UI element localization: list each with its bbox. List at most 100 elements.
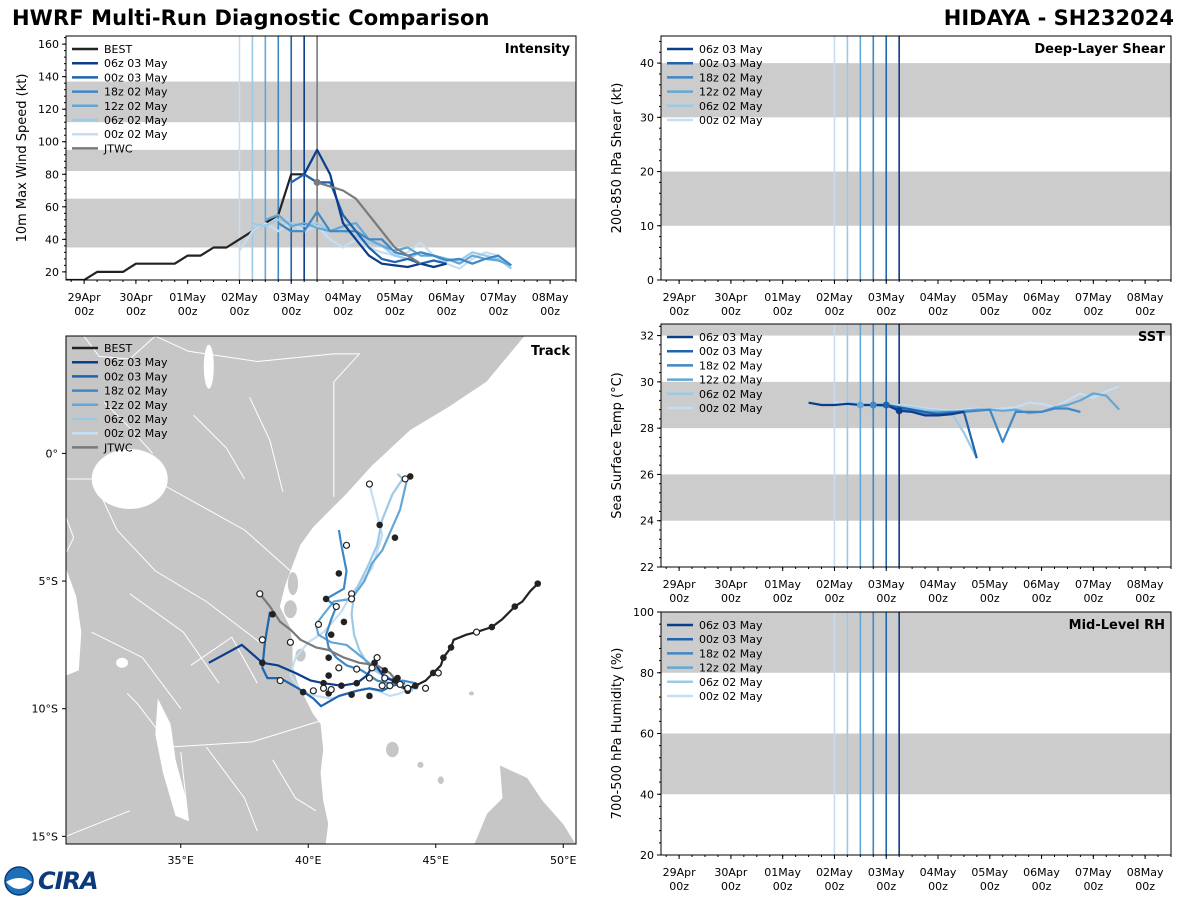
series-line (873, 403, 1081, 444)
track-marker-filled (394, 674, 401, 682)
country-border (83, 336, 156, 360)
x-tick-label: 00z (1032, 305, 1052, 318)
track-marker-open (276, 677, 284, 685)
y-axis-label: 200-850 hPa Shear (kt) (610, 83, 625, 234)
track-marker-filled (391, 534, 399, 541)
legend-entry: 12z 02 May (104, 399, 168, 412)
x-tick-label: 30Apr (714, 291, 748, 304)
legend-entry: 06z 03 May (699, 43, 763, 56)
x-tick-label: 29Apr (68, 291, 102, 304)
x-tick-label: 00z (980, 305, 1000, 318)
country-border (91, 631, 182, 709)
y-tick-label: 140 (38, 71, 59, 84)
x-tick-label: 00z (928, 592, 948, 605)
lon-label: 40°E (295, 854, 321, 867)
x-tick-label: 04May (325, 291, 362, 304)
island (417, 761, 424, 768)
y-tick-label: 60 (45, 201, 59, 214)
x-tick-label: 07May (1075, 866, 1112, 879)
x-tick-label: 02May (816, 578, 853, 591)
track-marker-open (256, 590, 264, 598)
noaa-emblem-icon (4, 866, 34, 896)
track-marker-filled (511, 603, 519, 610)
logo-text: CIRA (38, 867, 99, 895)
x-tick-label: 30Apr (714, 866, 748, 879)
lake-rukwa (116, 657, 129, 668)
track-marker-filled (412, 682, 419, 690)
track-marker-filled (340, 618, 348, 626)
y-tick-label: 80 (45, 168, 59, 181)
plot-frame (65, 35, 577, 281)
x-tick-label: 00z (876, 880, 896, 893)
track-marker-open (381, 674, 389, 682)
figure-title: HWRF Multi-Run Diagnostic Comparison (12, 6, 490, 30)
x-tick-label: 29Apr (663, 578, 697, 591)
series-line (277, 210, 512, 267)
jtwc-track (258, 593, 404, 690)
y-tick-label: 40 (640, 57, 654, 70)
x-tick-label: 00z (669, 305, 689, 318)
lake-turkana (203, 344, 214, 389)
x-tick-label: 02May (816, 866, 853, 879)
track-marker-filled (447, 644, 455, 651)
x-tick-label: 00z (980, 880, 1000, 893)
track-marker-filled (534, 580, 542, 587)
x-tick-label: 00z (333, 305, 353, 318)
cira-logo: CIRA (4, 866, 99, 896)
island (386, 741, 399, 758)
legend-entry: 06z 02 May (104, 413, 168, 426)
legend-entry: 06z 02 May (699, 100, 763, 113)
x-tick-label: 00z (281, 305, 301, 318)
x-tick-label: 03May (868, 578, 905, 591)
x-tick-label: 00z (1083, 305, 1103, 318)
track-marker-open (472, 628, 481, 636)
track-marker-filled (320, 679, 327, 687)
track-marker-open (386, 682, 394, 690)
legend-entry: 00z 02 May (104, 427, 168, 440)
y-tick-label: 40 (640, 788, 654, 801)
y-tick-label: 120 (38, 103, 59, 116)
x-tick-label: 07May (480, 291, 517, 304)
legend-entry: 00z 02 May (699, 114, 763, 127)
x-tick-label: 04May (920, 866, 957, 879)
shaded-band (66, 81, 576, 123)
country-border (66, 810, 130, 837)
legend-entry: 06z 02 May (104, 114, 168, 127)
x-tick-label: 07May (1075, 291, 1112, 304)
y-tick-label: 20 (640, 166, 654, 179)
x-tick-label: 00z (488, 305, 508, 318)
track-marker-open (258, 636, 266, 644)
x-tick-label: 00z (825, 880, 845, 893)
lon-label: 35°E (168, 854, 194, 867)
forecast-track (261, 611, 406, 708)
track-marker-open (373, 654, 381, 662)
shaded-band (661, 733, 1171, 795)
legend-entry: JTWC (103, 142, 133, 155)
country-border (155, 336, 361, 497)
x-tick-label: 02May (816, 291, 853, 304)
panel-shear: 01020304029Apr00z30Apr00z01May00z02May00… (610, 35, 1172, 318)
y-tick-label: 60 (640, 728, 654, 741)
track-marker-open (434, 669, 442, 677)
island (295, 648, 306, 662)
island (468, 691, 475, 696)
legend-entry: 12z 02 May (699, 662, 763, 675)
legend-entry: JTWC (103, 441, 133, 454)
shaded-band (66, 198, 576, 248)
legend-entry: 00z 03 May (104, 71, 168, 84)
country-border (126, 693, 319, 748)
track-marker-filled (259, 659, 266, 667)
track-marker-filled (325, 672, 332, 679)
x-tick-label: 00z (1083, 880, 1103, 893)
track-marker-filled (353, 679, 361, 687)
series-line (264, 213, 512, 267)
x-tick-label: 00z (437, 305, 457, 318)
x-tick-label: 00z (669, 880, 689, 893)
legend-entry: 00z 03 May (699, 345, 763, 358)
island (287, 572, 299, 596)
track-marker-filled (299, 688, 307, 696)
forecast-track (325, 529, 416, 685)
x-tick-label: 00z (178, 305, 198, 318)
x-tick-label: 00z (928, 880, 948, 893)
y-tick-label: 80 (640, 667, 654, 680)
